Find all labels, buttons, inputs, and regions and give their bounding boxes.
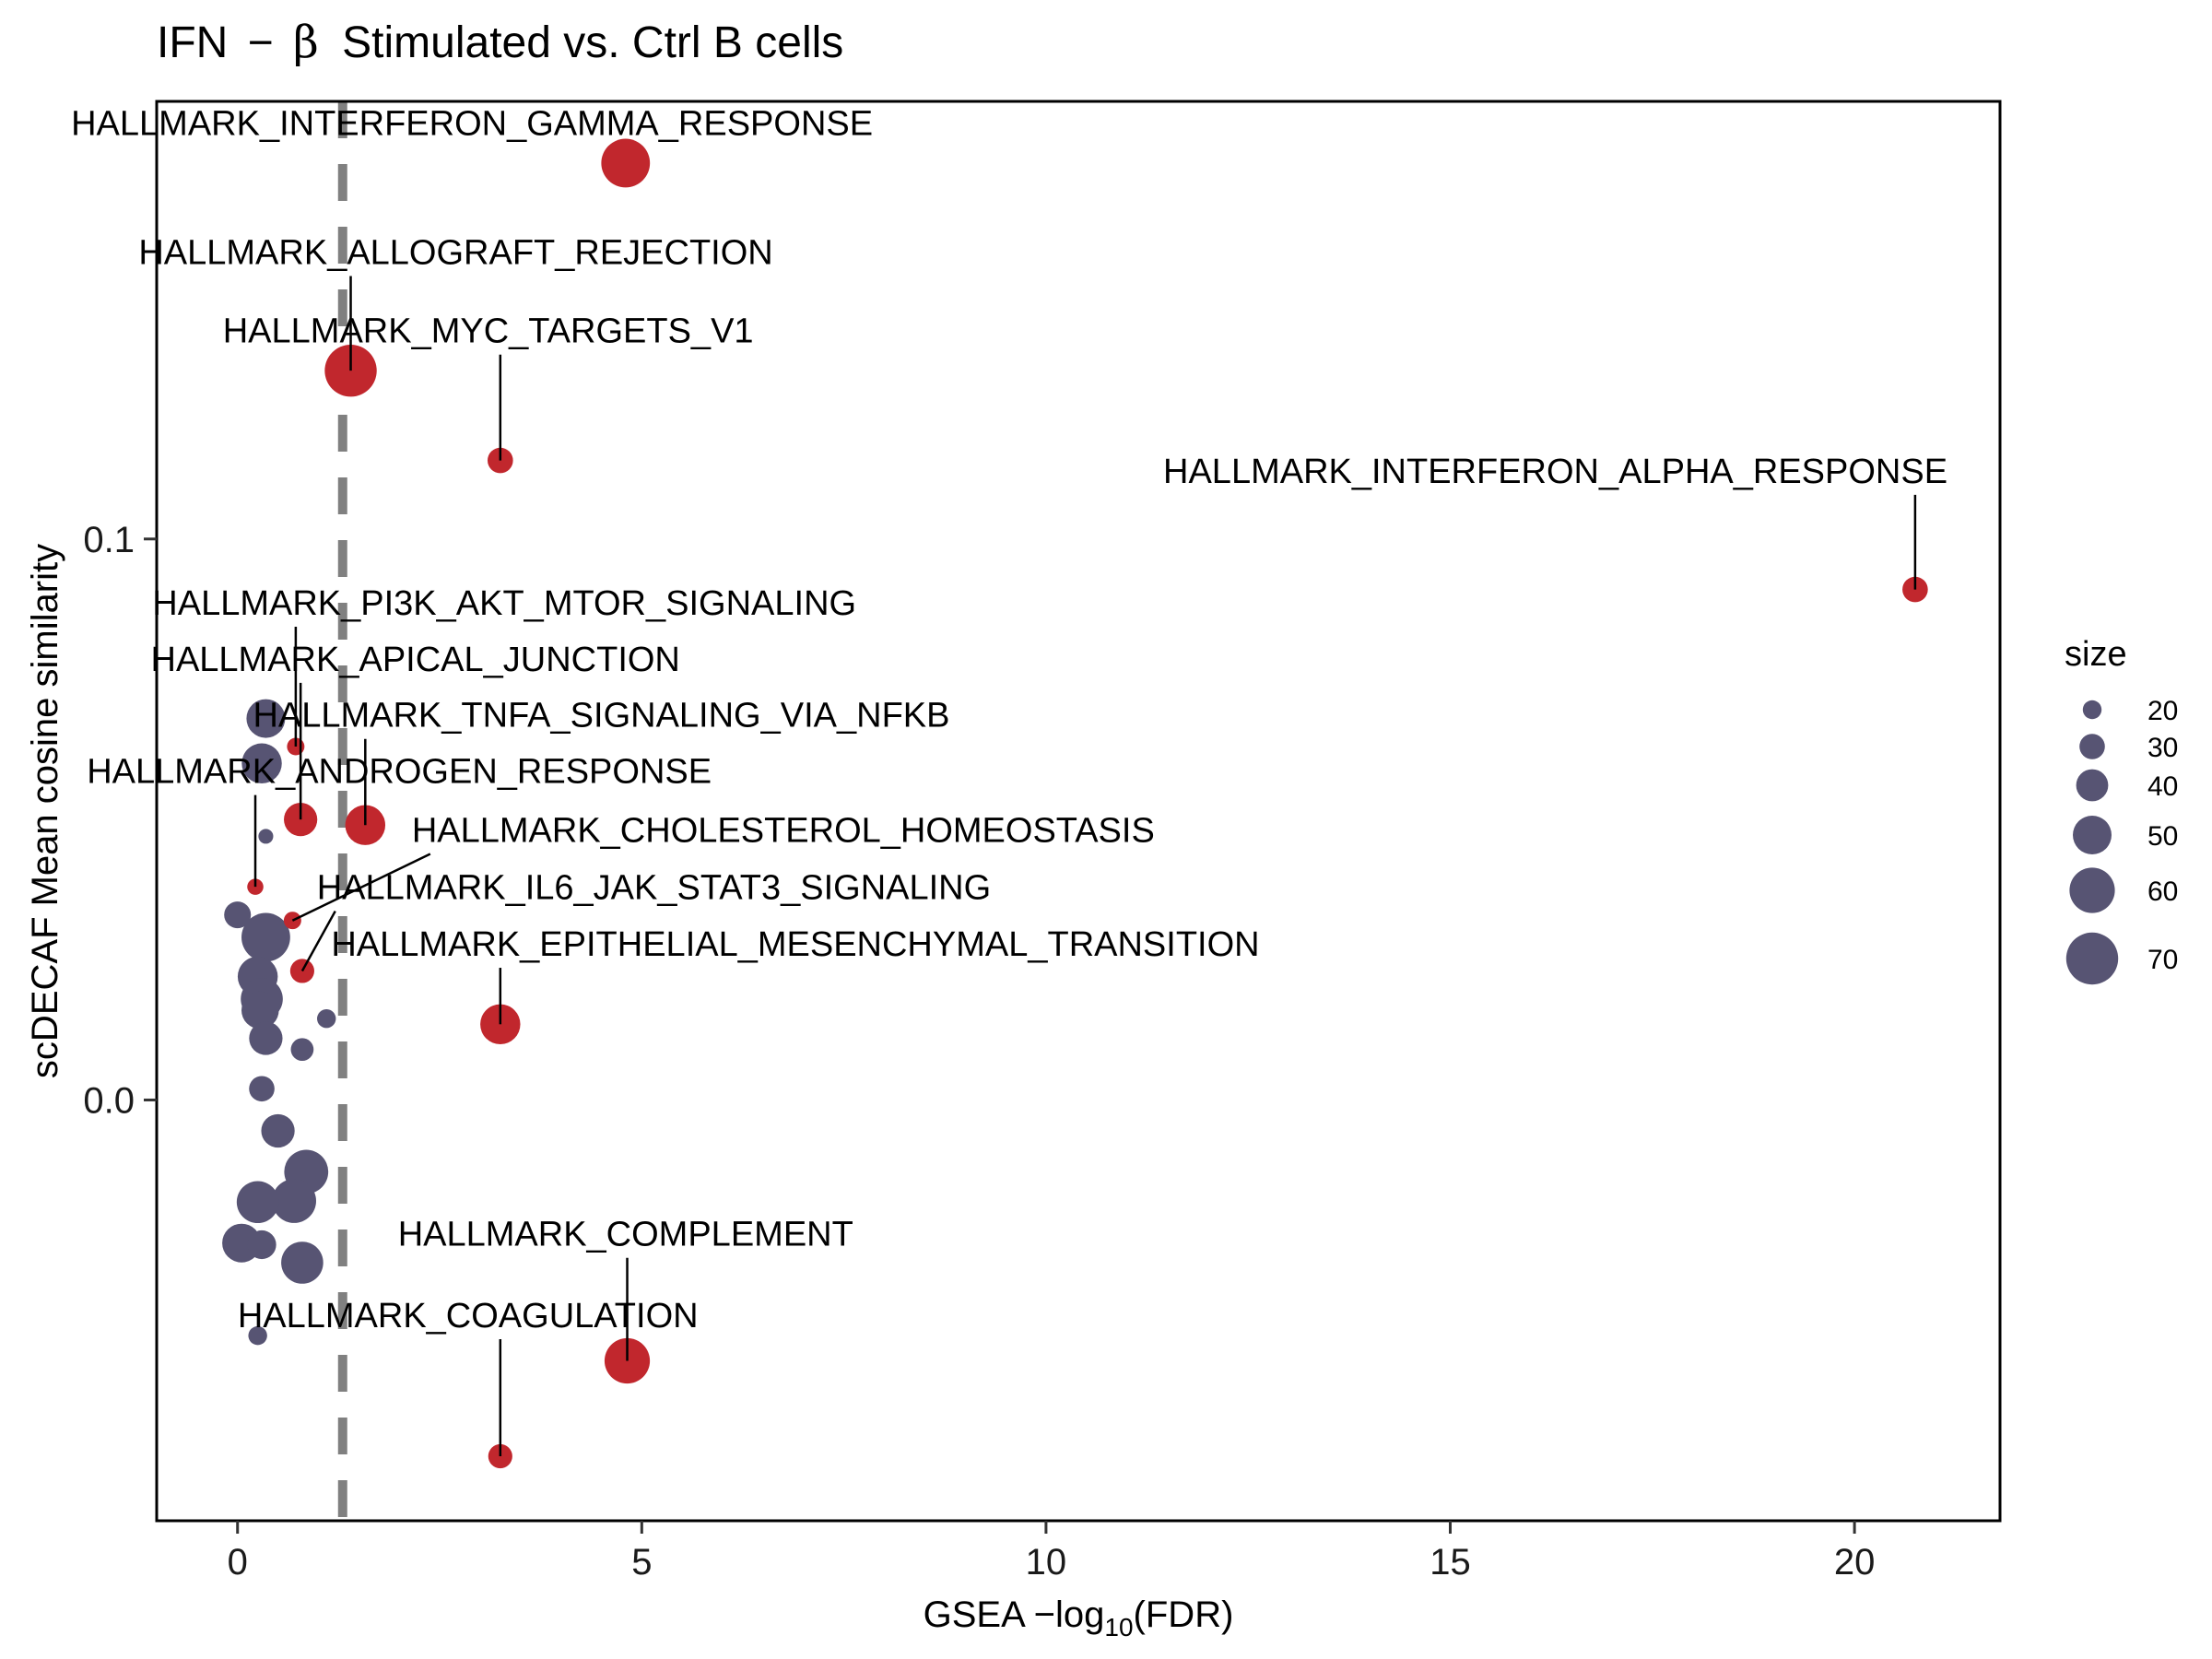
point-label: HALLMARK_ALLOGRAFT_REJECTION bbox=[138, 234, 772, 273]
point-label: HALLMARK_EPITHELIAL_MESENCHYMAL_TRANSITI… bbox=[331, 925, 1259, 964]
point-label: HALLMARK_CHOLESTEROL_HOMEOSTASIS bbox=[412, 811, 1155, 850]
point-label: HALLMARK_ANDROGEN_RESPONSE bbox=[87, 753, 712, 792]
x-tick-label: 0 bbox=[228, 1542, 248, 1583]
data-point bbox=[247, 1230, 276, 1260]
data-point bbox=[249, 1076, 275, 1102]
legend-key bbox=[2082, 700, 2102, 720]
data-point-significant bbox=[488, 447, 513, 474]
legend-label: 30 bbox=[2147, 733, 2178, 763]
data-point bbox=[241, 912, 290, 962]
legend-label: 40 bbox=[2147, 771, 2178, 802]
point-label: HALLMARK_TNFA_SIGNALING_VIA_NFKB bbox=[253, 697, 949, 735]
data-point bbox=[224, 901, 252, 929]
label-leader-line bbox=[291, 853, 431, 922]
chart-title-beta: β bbox=[293, 17, 319, 68]
point-label: HALLMARK_INTERFERON_GAMMA_RESPONSE bbox=[71, 105, 873, 144]
point-label: HALLMARK_PI3K_AKT_MTOR_SIGNALING bbox=[152, 584, 856, 623]
data-point bbox=[246, 699, 286, 738]
y-axis-title: scDECAF Mean cosine similarity bbox=[25, 544, 65, 1078]
label-leader-line bbox=[300, 910, 336, 972]
legend-title: size bbox=[2065, 635, 2127, 674]
point-label: HALLMARK_COAGULATION bbox=[238, 1297, 699, 1335]
data-point bbox=[290, 1038, 314, 1062]
chart-title: IFN − β Stimulated vs. Ctrl B cells bbox=[157, 17, 843, 68]
x-tick-label: 10 bbox=[1026, 1542, 1067, 1583]
data-point bbox=[281, 1241, 324, 1284]
data-point bbox=[241, 991, 279, 1030]
x-axis-title: GSEA −log10(FDR) bbox=[924, 1594, 1234, 1641]
legend-label: 60 bbox=[2147, 877, 2178, 907]
chart-title-minus: − bbox=[248, 18, 274, 67]
point-label: HALLMARK_INTERFERON_ALPHA_RESPONSE bbox=[1163, 453, 1947, 491]
legend-label: 50 bbox=[2147, 821, 2178, 852]
legend-key bbox=[2065, 932, 2119, 985]
data-point bbox=[236, 1181, 279, 1224]
data-point bbox=[317, 1009, 336, 1029]
plot-border bbox=[155, 100, 2002, 1523]
x-tick-label: 15 bbox=[1430, 1542, 1471, 1583]
data-point bbox=[249, 1021, 283, 1055]
y-tick-label: 0.0 bbox=[83, 1080, 135, 1121]
size-legend: size 20 30 40 50 60 70 bbox=[2065, 635, 2178, 985]
x-axis-title-main: GSEA −log bbox=[924, 1594, 1105, 1635]
chart-title-rest: Stimulated vs. Ctrl B cells bbox=[342, 18, 843, 67]
legend-key bbox=[2079, 734, 2105, 759]
x-tick-label: 20 bbox=[1834, 1542, 1876, 1583]
plot-panel bbox=[157, 101, 2000, 1521]
data-point bbox=[241, 743, 282, 783]
chart-title-prefix: IFN bbox=[157, 18, 228, 67]
y-tick-label: 0.1 bbox=[83, 520, 135, 560]
data-point bbox=[272, 1179, 317, 1223]
x-axis-title-tail: (FDR) bbox=[1134, 1594, 1234, 1635]
data-point-significant bbox=[601, 138, 651, 188]
point-label: HALLMARK_COMPLEMENT bbox=[398, 1216, 853, 1254]
legend-key bbox=[2073, 816, 2112, 854]
legend-label: 70 bbox=[2147, 945, 2178, 975]
legend-label: 20 bbox=[2147, 696, 2178, 726]
point-label: HALLMARK_MYC_TARGETS_V1 bbox=[223, 312, 754, 351]
point-label: HALLMARK_APICAL_JUNCTION bbox=[151, 641, 680, 679]
data-point bbox=[248, 1325, 267, 1346]
x-tick-label: 5 bbox=[631, 1542, 652, 1583]
legend-key bbox=[2069, 867, 2115, 913]
point-label: HALLMARK_IL6_JAK_STAT3_SIGNALING bbox=[317, 869, 991, 908]
data-point bbox=[258, 829, 274, 844]
x-axis-title-subscript: 10 bbox=[1104, 1613, 1133, 1641]
legend-key bbox=[2076, 769, 2109, 802]
data-point bbox=[261, 1113, 295, 1148]
